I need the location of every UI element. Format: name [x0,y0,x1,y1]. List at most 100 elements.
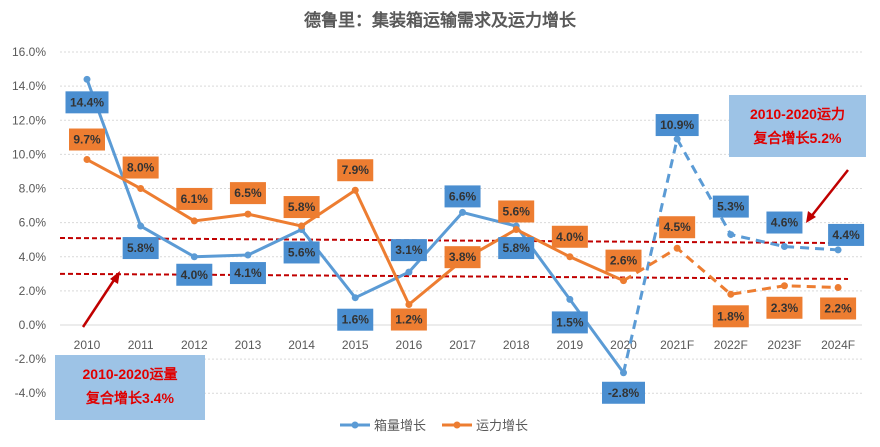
data-label-box [551,311,588,334]
data-label: 2.2% [824,301,852,315]
arrow-head-icon [806,211,816,223]
data-point [834,246,842,254]
data-label-box [229,262,266,285]
y-tick-label: -4.0% [15,386,47,400]
data-label-box [712,305,749,328]
data-point [405,301,413,309]
data-label: 3.8% [449,250,477,264]
series-line-1 [86,158,625,307]
series-forecast-line-1 [622,246,839,296]
y-tick-label: -2.0% [15,352,47,366]
data-label: 6.5% [234,186,262,200]
arrow-line [809,169,849,219]
x-tick-label: 2014 [288,338,315,352]
x-tick-label: 2021F [660,338,694,352]
data-point [190,217,198,225]
x-tick-label: 2023F [767,338,801,352]
data-label: 2.3% [771,301,799,315]
data-label-box [498,200,535,223]
data-label-box [390,308,427,331]
data-label: 5.8% [127,241,155,255]
data-point [566,295,574,303]
data-label: 3.1% [395,243,423,257]
data-label: 1.2% [395,313,423,327]
legend-label: 运力增长 [476,418,528,433]
data-point [244,251,252,259]
data-label-box [283,196,320,219]
legend-marker [351,421,359,429]
data-point [351,294,359,302]
data-point [673,244,681,252]
data-label-box [176,263,213,286]
data-label: 9.7% [73,133,101,147]
data-label-box [229,182,266,205]
annotation-text: 复合增长5.2% [753,130,842,146]
annotation-text: 2010-2020运量 [83,366,178,382]
data-point [834,283,842,291]
x-tick-label: 2024F [821,338,855,352]
data-label: 1.5% [556,315,584,329]
data-point [137,222,145,230]
x-tick-label: 2022F [714,338,748,352]
data-label: 7.9% [342,163,370,177]
data-label: 1.6% [342,313,370,327]
data-point [566,253,574,261]
data-label-box [605,249,642,272]
data-label-box [122,156,159,179]
x-tick-label: 2016 [396,338,423,352]
y-tick-label: 4.0% [19,250,47,264]
data-label-box [659,216,696,239]
data-point [83,75,91,83]
data-label: 8.0% [127,161,155,175]
annotation-text: 2010-2020运力 [750,106,845,122]
x-tick-label: 2012 [181,338,208,352]
data-label: 10.9% [660,118,694,132]
data-label: 4.5% [663,220,691,234]
data-label-box [551,225,588,248]
data-label-box [337,159,374,182]
data-point [780,243,788,251]
y-tick-label: 16.0% [12,45,46,59]
x-tick-label: 2018 [503,338,530,352]
data-label-box [655,114,699,137]
reference-line [59,236,849,245]
data-point [83,156,91,164]
data-point [512,225,520,233]
annotation-box [729,95,866,157]
data-point [459,208,467,216]
data-point [405,268,413,276]
data-label-box [283,241,320,264]
data-label: 5.3% [717,200,745,214]
data-label-box [337,308,374,331]
data-point [620,369,627,377]
data-label: 4.6% [771,216,799,230]
data-label: 4.1% [234,266,262,280]
arrow-head-icon [110,271,120,284]
data-point [620,277,627,285]
data-label: 5.6% [288,245,316,259]
data-point [727,290,735,298]
data-label-box [390,239,427,262]
x-tick-label: 2013 [235,338,262,352]
annotation-box [55,355,205,420]
data-label: 2.6% [610,254,638,268]
data-label-box [602,381,645,404]
data-point [351,186,359,194]
data-label-box [65,91,109,114]
data-point [137,185,145,193]
data-label: 14.4% [70,95,104,109]
data-label-box [712,195,749,218]
x-tick-label: 2010 [74,338,101,352]
data-label-box [766,296,803,319]
data-label: 1.8% [717,309,745,323]
y-tick-label: 6.0% [19,216,47,230]
data-point [244,210,252,218]
y-tick-label: 10.0% [12,147,46,161]
data-label-box [444,246,481,269]
legend-marker [453,421,461,429]
y-tick-label: 8.0% [19,182,47,196]
y-tick-label: 0.0% [19,318,47,332]
chart-title: 德鲁里：集装箱运输需求及运力增长 [304,10,577,30]
data-point [190,253,198,261]
data-point [673,135,681,143]
